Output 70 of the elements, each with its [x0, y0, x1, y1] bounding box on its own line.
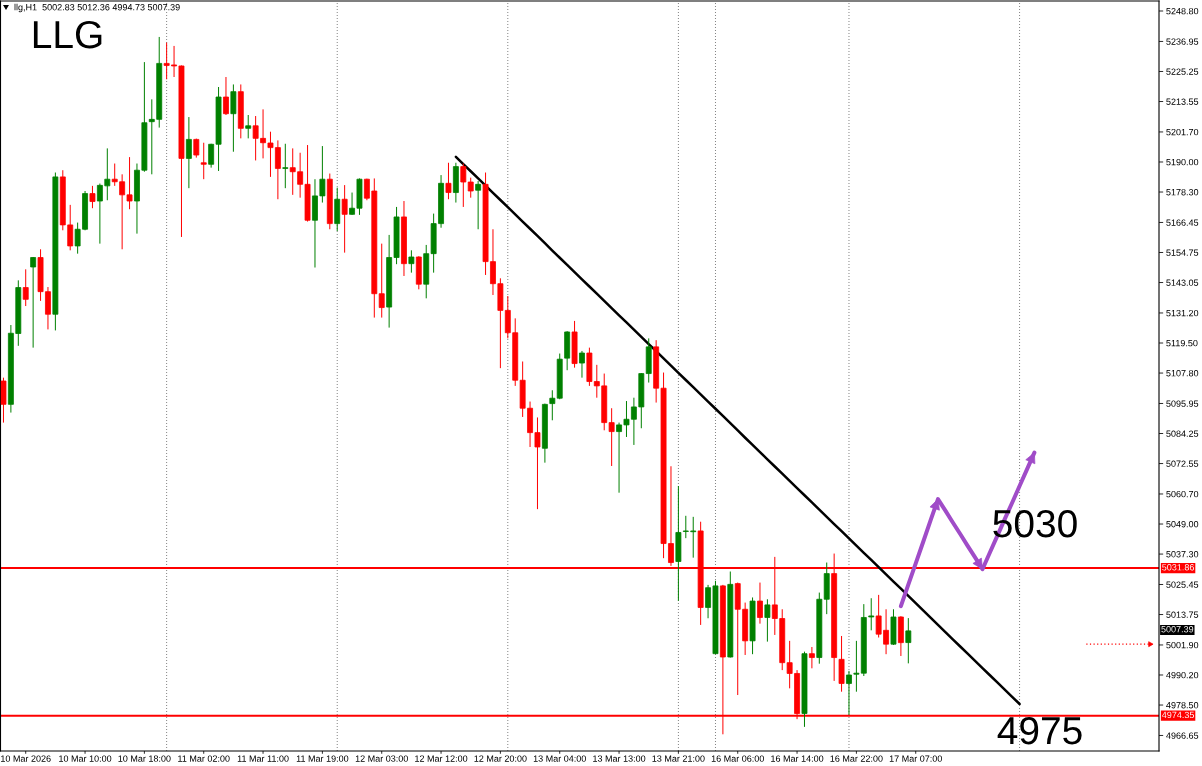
- y-tick-label: 4966.65: [1166, 732, 1199, 739]
- candlestick: [245, 114, 252, 139]
- candlestick: [460, 163, 467, 208]
- y-tick-label: 5143.05: [1166, 279, 1199, 286]
- x-tick-label: 17 Mar 07:00: [889, 755, 942, 762]
- y-tick-label: 5072.55: [1166, 460, 1199, 467]
- candlestick: [475, 180, 482, 230]
- ref-line-label: 4974.35: [1161, 711, 1195, 719]
- y-tick-label: 5131.20: [1166, 309, 1199, 317]
- candlestick: [200, 142, 207, 180]
- candlestick: [467, 177, 474, 199]
- y-tick-label: 5095.95: [1166, 400, 1199, 407]
- text: 5007.39: [1161, 626, 1194, 633]
- y-tick-label: 5225.25: [1166, 68, 1199, 75]
- x-tick-label: 10 Mar 18:00: [118, 755, 171, 762]
- x-tick-label: 10 Mar 2026: [1, 755, 51, 762]
- candlestick: [341, 184, 348, 254]
- y-tick-label: 5236.95: [1166, 38, 1199, 45]
- y-tick-label: 5001.90: [1166, 641, 1199, 649]
- y-tick-label: 5013.75: [1166, 611, 1199, 618]
- y-tick-label: 5178.30: [1166, 189, 1199, 196]
- candlestick: [378, 243, 385, 319]
- y-tick-label: 5119.50: [1166, 339, 1198, 347]
- x-tick-label: 13 Mar 04:00: [533, 755, 586, 762]
- candlestick: [185, 116, 192, 189]
- x-tick-label: 11 Mar 11:00: [237, 755, 289, 762]
- x-tick-label: 11 Mar 02:00: [178, 755, 230, 762]
- candlestick: [808, 646, 815, 669]
- candlestick: [764, 598, 771, 643]
- candlestick: [223, 76, 229, 116]
- x-tick-label: 16 Mar 14:00: [771, 755, 824, 762]
- y-tick-label: 5025.45: [1166, 581, 1199, 588]
- chart-subtitle: llg,H1 5002.83 5012.36 4994.73 5007.39: [14, 3, 180, 13]
- chart-title: LLG: [33, 20, 102, 49]
- candlestick: [549, 389, 556, 421]
- candlestick: [445, 162, 452, 200]
- candlestick: [282, 143, 289, 189]
- y-tick-label: 5190.00: [1166, 158, 1199, 166]
- y-tick-label: 5154.75: [1166, 249, 1199, 256]
- x-tick-label: 13 Mar 13:00: [593, 755, 646, 762]
- candlestick: [757, 582, 763, 625]
- x-tick-label: 16 Mar 06:00: [711, 755, 764, 762]
- y-tick-label: 5060.70: [1166, 490, 1199, 498]
- candlestick: [0, 377, 7, 424]
- candlestick: [905, 617, 912, 664]
- candlestick: [408, 249, 415, 274]
- y-tick-label: 5213.55: [1166, 98, 1199, 105]
- y-tick-label: 5248.80: [1166, 7, 1199, 15]
- candlestick: [579, 350, 585, 379]
- y-tick-label: 4990.20: [1166, 671, 1199, 679]
- annotation: 4975: [997, 716, 1082, 745]
- y-tick-label: 5084.25: [1166, 430, 1199, 437]
- y-tick-label: 4978.50: [1166, 702, 1199, 709]
- x-tick-label: 13 Mar 21:00: [652, 755, 705, 762]
- y-tick-label: 5201.70: [1166, 128, 1199, 136]
- candlestick: [22, 268, 29, 307]
- ref-line-label: 5031.86: [1162, 564, 1195, 571]
- y-tick-label: 5166.45: [1166, 219, 1199, 226]
- x-tick-label: 12 Mar 12:00: [415, 755, 468, 762]
- x-tick-label: 12 Mar 20:00: [474, 755, 527, 762]
- candlestick: [89, 185, 96, 209]
- x-tick-label: 12 Mar 03:00: [355, 755, 408, 762]
- y-tick-label: 5037.30: [1166, 551, 1199, 558]
- candlestick: [230, 83, 237, 153]
- y-tick-label: 5107.80: [1166, 370, 1199, 377]
- x-tick-label: 11 Mar 19:00: [296, 755, 349, 762]
- x-tick-label: 10 Mar 10:00: [59, 755, 112, 762]
- y-tick-label: 5049.00: [1166, 520, 1199, 528]
- candlestick: [30, 256, 37, 349]
- x-tick-label: 16 Mar 22:00: [830, 755, 883, 762]
